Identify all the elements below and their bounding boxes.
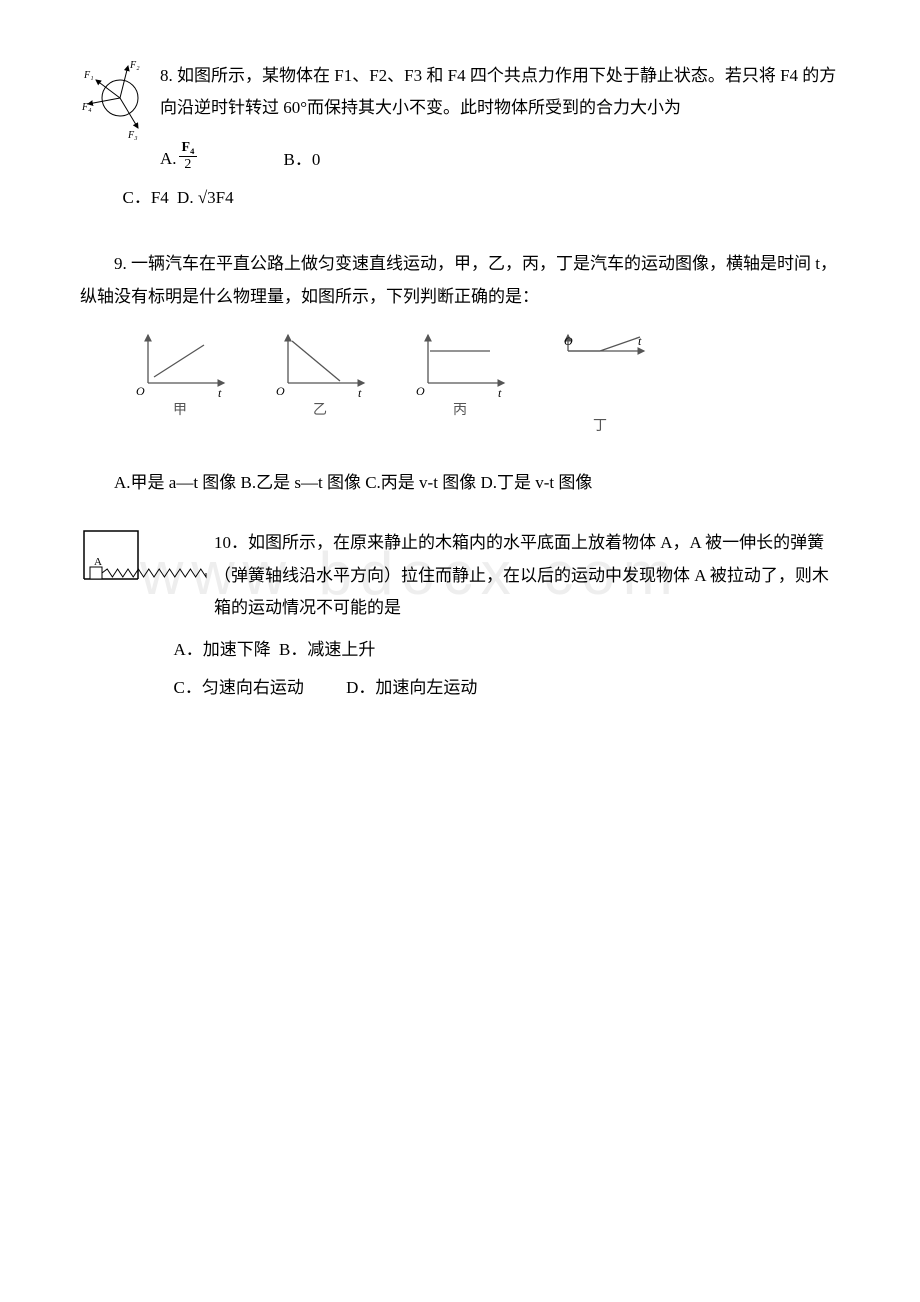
svg-text:F₁: F₁ xyxy=(83,70,94,81)
q10-figure: A xyxy=(80,527,210,598)
q8-force-diagram: F₁ F₂ F₃ F₄ xyxy=(80,60,160,153)
frac-den: 2 xyxy=(179,157,198,172)
q8-a-prefix: A. xyxy=(160,149,177,168)
question-8: F₁ F₂ F₃ F₄ 8. 如图所示，某物体在 F1、F2、F3 和 F4 四个共点… xyxy=(80,60,840,220)
q10-option-a: A．加速下降 xyxy=(174,640,271,659)
graph-label-bing: 丙 xyxy=(410,398,510,425)
svg-text:O: O xyxy=(136,384,145,398)
svg-text:F₂: F₂ xyxy=(129,60,140,71)
svg-text:t: t xyxy=(218,386,222,400)
graph-label-yi: 乙 xyxy=(270,398,370,425)
q8-options-row2: C．F4 D. √3F4 xyxy=(123,182,841,214)
graph-jia: Ot甲 xyxy=(130,331,230,441)
svg-text:F₃: F₃ xyxy=(127,130,138,141)
svg-text:t: t xyxy=(638,334,642,348)
q10-option-b: B．减速上升 xyxy=(279,640,375,659)
svg-text:O: O xyxy=(564,334,573,348)
q8-d-prefix: D. xyxy=(177,188,194,207)
q10-option-d: D．加速向左运动 xyxy=(346,672,477,704)
q9-options: A.甲是 a—t 图像 B.乙是 s—t 图像 C.丙是 v-t 图像 D.丁是… xyxy=(80,467,840,499)
q8-text-lead: 8. 如图所示，某物体在 F1、F2、F3 和 F4 四个共点力作用下处于静止状… xyxy=(80,60,840,125)
graph-yi: Ot乙 xyxy=(270,331,370,441)
q9-text: 9. 一辆汽车在平直公路上做匀变速直线运动，甲，乙，丙，丁是汽车的运动图像，横轴… xyxy=(80,248,840,313)
q10-box-spring-svg: A xyxy=(80,527,210,587)
q10-options-row2: C．匀速向右运动 D．加速向左运动 xyxy=(174,672,841,704)
graph-label-jia: 甲 xyxy=(130,398,230,425)
q9-graph-row: Ot甲Ot乙Ot丙Ot丁 xyxy=(130,331,840,441)
question-10: www bdocx com A 10．如图所示，在原来静止的木箱内的水平底面上放… xyxy=(80,527,840,710)
q10-options-row1: A．加速下降 B．减速上升 xyxy=(174,634,841,666)
q8-options-row1: A.F₄2 B．0 xyxy=(123,143,841,177)
q8-a-fraction: F₄2 xyxy=(179,140,198,172)
svg-text:t: t xyxy=(498,386,502,400)
q8-option-a: A.F₄2 xyxy=(160,143,199,176)
q8-option-b: B．0 xyxy=(284,144,321,176)
force-diagram-svg: F₁ F₂ F₃ F₄ xyxy=(80,60,160,142)
q8-option-d: D. √3F4 xyxy=(177,188,234,207)
svg-text:t: t xyxy=(358,386,362,400)
question-9: 9. 一辆汽车在平直公路上做匀变速直线运动，甲，乙，丙，丁是汽车的运动图像，横轴… xyxy=(80,248,840,499)
svg-text:O: O xyxy=(276,384,285,398)
graph-bing: Ot丙 xyxy=(410,331,510,441)
graph-label-ding: 丁 xyxy=(550,414,650,441)
frac-num: F₄ xyxy=(179,140,198,156)
graph-ding: Ot 丁 xyxy=(550,331,650,441)
svg-text:F₄: F₄ xyxy=(81,102,92,113)
q8-option-c: C．F4 xyxy=(123,188,169,207)
svg-text:O: O xyxy=(416,384,425,398)
svg-text:A: A xyxy=(94,556,102,568)
q10-option-c: C．匀速向右运动 xyxy=(174,672,304,704)
q8-d-value: √3F4 xyxy=(198,188,234,207)
